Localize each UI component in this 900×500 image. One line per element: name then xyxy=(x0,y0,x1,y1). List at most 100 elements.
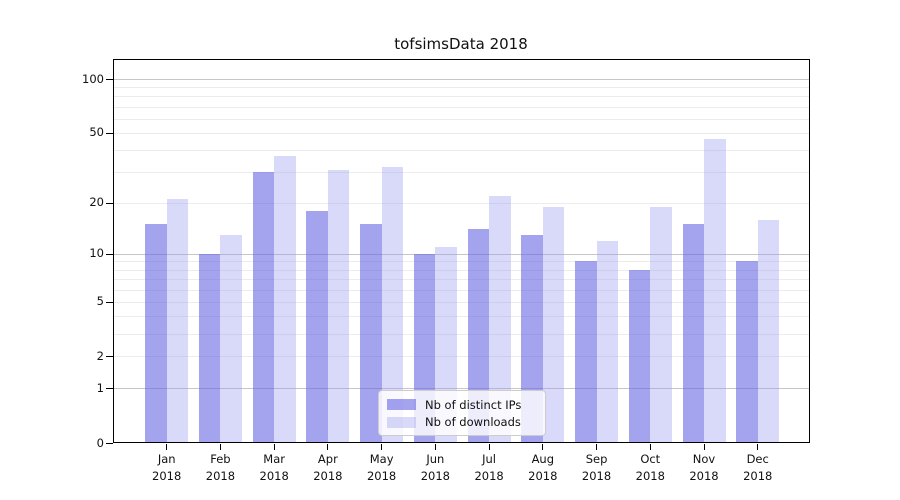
y-gridline-minor-5 xyxy=(113,301,810,303)
x-tick-label-month-jul: Jul xyxy=(482,452,497,466)
bar-aug-downloads xyxy=(542,206,565,443)
y-gridline-minor-90 xyxy=(113,87,810,89)
y-tick-20 xyxy=(106,202,113,204)
x-tick-nov xyxy=(703,444,705,450)
bar-jan-downloads xyxy=(166,199,189,443)
y-tick-100 xyxy=(106,79,113,80)
y-tick-10 xyxy=(106,253,113,255)
y-tick-label-2: 2 xyxy=(96,348,104,363)
x-tick-dec xyxy=(757,444,759,450)
x-tick-feb xyxy=(219,444,221,450)
bar-apr-downloads xyxy=(327,169,350,443)
x-tick-label-month-jun: Jun xyxy=(426,452,445,466)
x-tick-label-month-jan: Jan xyxy=(157,452,176,466)
x-tick-label-year-jul: 2018 xyxy=(474,469,504,483)
x-tick-label-month-apr: Apr xyxy=(317,452,338,466)
x-tick-label-month-nov: Nov xyxy=(692,452,716,466)
x-tick-label-year-aug: 2018 xyxy=(528,469,558,483)
bar-mar-distinct-ips xyxy=(252,172,275,443)
y-gridline-minor-3 xyxy=(113,333,810,335)
x-tick-label-year-nov: 2018 xyxy=(689,469,719,483)
y-gridline-minor-50 xyxy=(113,132,810,134)
y-tick-label-0: 0 xyxy=(96,435,104,450)
y-gridline-minor-40 xyxy=(113,150,810,152)
bar-may-distinct-ips xyxy=(360,224,382,443)
bar-feb-distinct-ips xyxy=(198,253,221,443)
y-gridline-minor-60 xyxy=(113,118,810,120)
x-tick-label-year-jun: 2018 xyxy=(420,469,450,483)
x-tick-label-year-dec: 2018 xyxy=(743,469,773,483)
x-tick-label-year-jan: 2018 xyxy=(152,469,182,483)
x-tick-label-month-feb: Feb xyxy=(210,452,231,466)
y-gridline-minor-4 xyxy=(113,316,810,318)
y-tick-label-20: 20 xyxy=(89,195,104,210)
bar-sep-distinct-ips xyxy=(575,261,597,443)
bar-oct-distinct-ips xyxy=(628,269,651,443)
x-tick-apr xyxy=(327,444,329,450)
bar-feb-downloads xyxy=(220,234,242,443)
x-tick-label-month-sep: Sep xyxy=(585,452,608,466)
x-tick-label-month-oct: Oct xyxy=(640,452,661,466)
x-tick-may xyxy=(381,444,383,450)
y-gridline-major-100 xyxy=(113,79,810,80)
legend-row-0: Nb of distinct IPs xyxy=(387,396,537,414)
y-gridline-minor-7 xyxy=(113,278,810,280)
bar-nov-downloads xyxy=(704,139,726,443)
x-tick-label-month-may: May xyxy=(369,452,394,466)
bar-apr-distinct-ips xyxy=(306,210,328,443)
x-tick-label-month-dec: Dec xyxy=(746,452,769,466)
x-tick-label-month-mar: Mar xyxy=(263,452,285,466)
legend: Nb of distinct IPs Nb of downloads xyxy=(378,390,546,436)
bar-nov-distinct-ips xyxy=(682,224,704,443)
y-tick-label-10: 10 xyxy=(89,246,104,261)
legend-swatch-0 xyxy=(387,399,416,411)
bar-jul-downloads xyxy=(489,195,511,443)
x-tick-jul xyxy=(488,444,490,450)
x-tick-aug xyxy=(542,444,544,450)
y-tick-label-5: 5 xyxy=(96,294,104,309)
plot-area xyxy=(113,59,810,443)
x-tick-oct xyxy=(649,444,651,450)
y-gridline-minor-80 xyxy=(113,96,810,98)
y-gridline-minor-2 xyxy=(113,356,810,358)
y-gridline-minor-20 xyxy=(113,202,810,204)
y-gridline-minor-6 xyxy=(113,289,810,291)
x-tick-label-year-sep: 2018 xyxy=(581,469,612,483)
x-tick-label-year-apr: 2018 xyxy=(313,469,343,483)
y-tick-50 xyxy=(106,132,113,134)
bar-dec-downloads xyxy=(757,219,780,443)
y-tick-label-1: 1 xyxy=(96,380,104,395)
x-tick-jan xyxy=(166,444,168,450)
bar-dec-distinct-ips xyxy=(736,261,758,443)
bar-oct-downloads xyxy=(650,206,672,443)
x-tick-sep xyxy=(596,444,598,450)
x-tick-label-month-aug: Aug xyxy=(531,452,555,466)
y-gridline-major-10 xyxy=(113,253,810,255)
legend-row-1: Nb of downloads xyxy=(387,414,537,432)
x-tick-jun xyxy=(434,444,436,450)
x-tick-mar xyxy=(273,444,275,450)
y-tick-0 xyxy=(106,443,113,444)
y-gridline-minor-9 xyxy=(113,261,810,263)
y-tick-5 xyxy=(106,301,113,303)
y-gridline-minor-8 xyxy=(113,269,810,271)
x-tick-label-year-may: 2018 xyxy=(366,469,397,483)
y-gridline-minor-70 xyxy=(113,106,810,108)
legend-label-1: Nb of downloads xyxy=(425,415,521,430)
y-tick-label-100: 100 xyxy=(82,71,104,86)
y-tick-1 xyxy=(106,388,113,390)
y-gridline-minor-30 xyxy=(113,172,810,174)
bar-jul-distinct-ips xyxy=(467,229,490,443)
x-tick-label-year-feb: 2018 xyxy=(205,469,236,483)
bar-sep-downloads xyxy=(596,240,619,443)
x-tick-label-year-oct: 2018 xyxy=(635,469,665,483)
x-tick-label-year-mar: 2018 xyxy=(259,469,289,483)
bar-may-downloads xyxy=(381,167,404,443)
legend-swatch-1 xyxy=(387,416,416,428)
y-gridline-major-1 xyxy=(113,388,810,390)
chart-title: tofsimsData 2018 xyxy=(394,35,528,53)
y-tick-2 xyxy=(106,356,113,358)
legend-label-0: Nb of distinct IPs xyxy=(425,397,522,412)
y-tick-label-50: 50 xyxy=(89,125,104,140)
